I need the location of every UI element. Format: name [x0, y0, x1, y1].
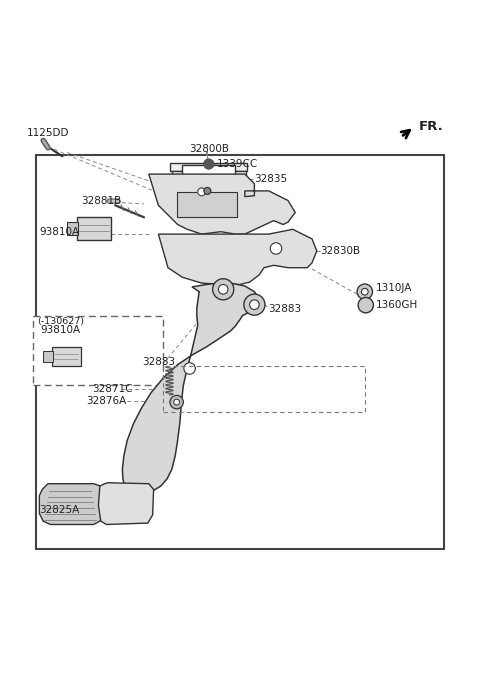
Bar [67, 222, 78, 235]
Text: 32830B: 32830B [321, 246, 361, 256]
Text: 32876A: 32876A [86, 395, 127, 406]
Polygon shape [39, 484, 106, 524]
Polygon shape [170, 163, 247, 171]
Circle shape [357, 284, 372, 300]
Bar [163, 366, 365, 412]
Polygon shape [235, 171, 246, 191]
Bar [77, 217, 111, 240]
Circle shape [204, 159, 214, 169]
Bar [177, 192, 237, 217]
Polygon shape [122, 283, 259, 493]
Bar [36, 155, 444, 548]
Text: 1125DD: 1125DD [26, 128, 69, 138]
Polygon shape [172, 171, 182, 191]
Text: 93810A: 93810A [39, 227, 80, 237]
Text: 1360GH: 1360GH [375, 300, 418, 310]
Circle shape [184, 362, 195, 374]
Polygon shape [149, 174, 295, 234]
Circle shape [170, 395, 183, 409]
Bar [52, 347, 81, 366]
Circle shape [361, 288, 368, 295]
Circle shape [204, 159, 214, 169]
Text: 1339CC: 1339CC [217, 158, 258, 169]
Circle shape [204, 187, 211, 194]
Circle shape [244, 294, 265, 316]
Bar [33, 316, 163, 385]
Circle shape [174, 399, 180, 405]
Text: 32883: 32883 [142, 358, 175, 367]
Circle shape [358, 298, 373, 313]
Circle shape [198, 188, 205, 196]
Text: 93810A: 93810A [41, 325, 81, 335]
Circle shape [204, 187, 211, 194]
Text: 1310JA: 1310JA [375, 283, 412, 293]
Text: 32800B: 32800B [190, 144, 229, 154]
Bar [43, 351, 53, 362]
Text: 32881B: 32881B [82, 196, 122, 207]
Circle shape [270, 243, 282, 254]
Polygon shape [98, 483, 154, 524]
Text: 32883: 32883 [268, 303, 301, 313]
Text: 32871C: 32871C [92, 384, 132, 394]
Text: 32825A: 32825A [39, 505, 80, 515]
Circle shape [198, 188, 205, 196]
Circle shape [213, 279, 234, 300]
Text: (-130627): (-130627) [37, 317, 84, 326]
Circle shape [218, 285, 228, 294]
Polygon shape [158, 229, 317, 285]
Circle shape [250, 300, 259, 309]
Text: 32835: 32835 [254, 174, 288, 184]
Text: FR.: FR. [419, 120, 444, 133]
